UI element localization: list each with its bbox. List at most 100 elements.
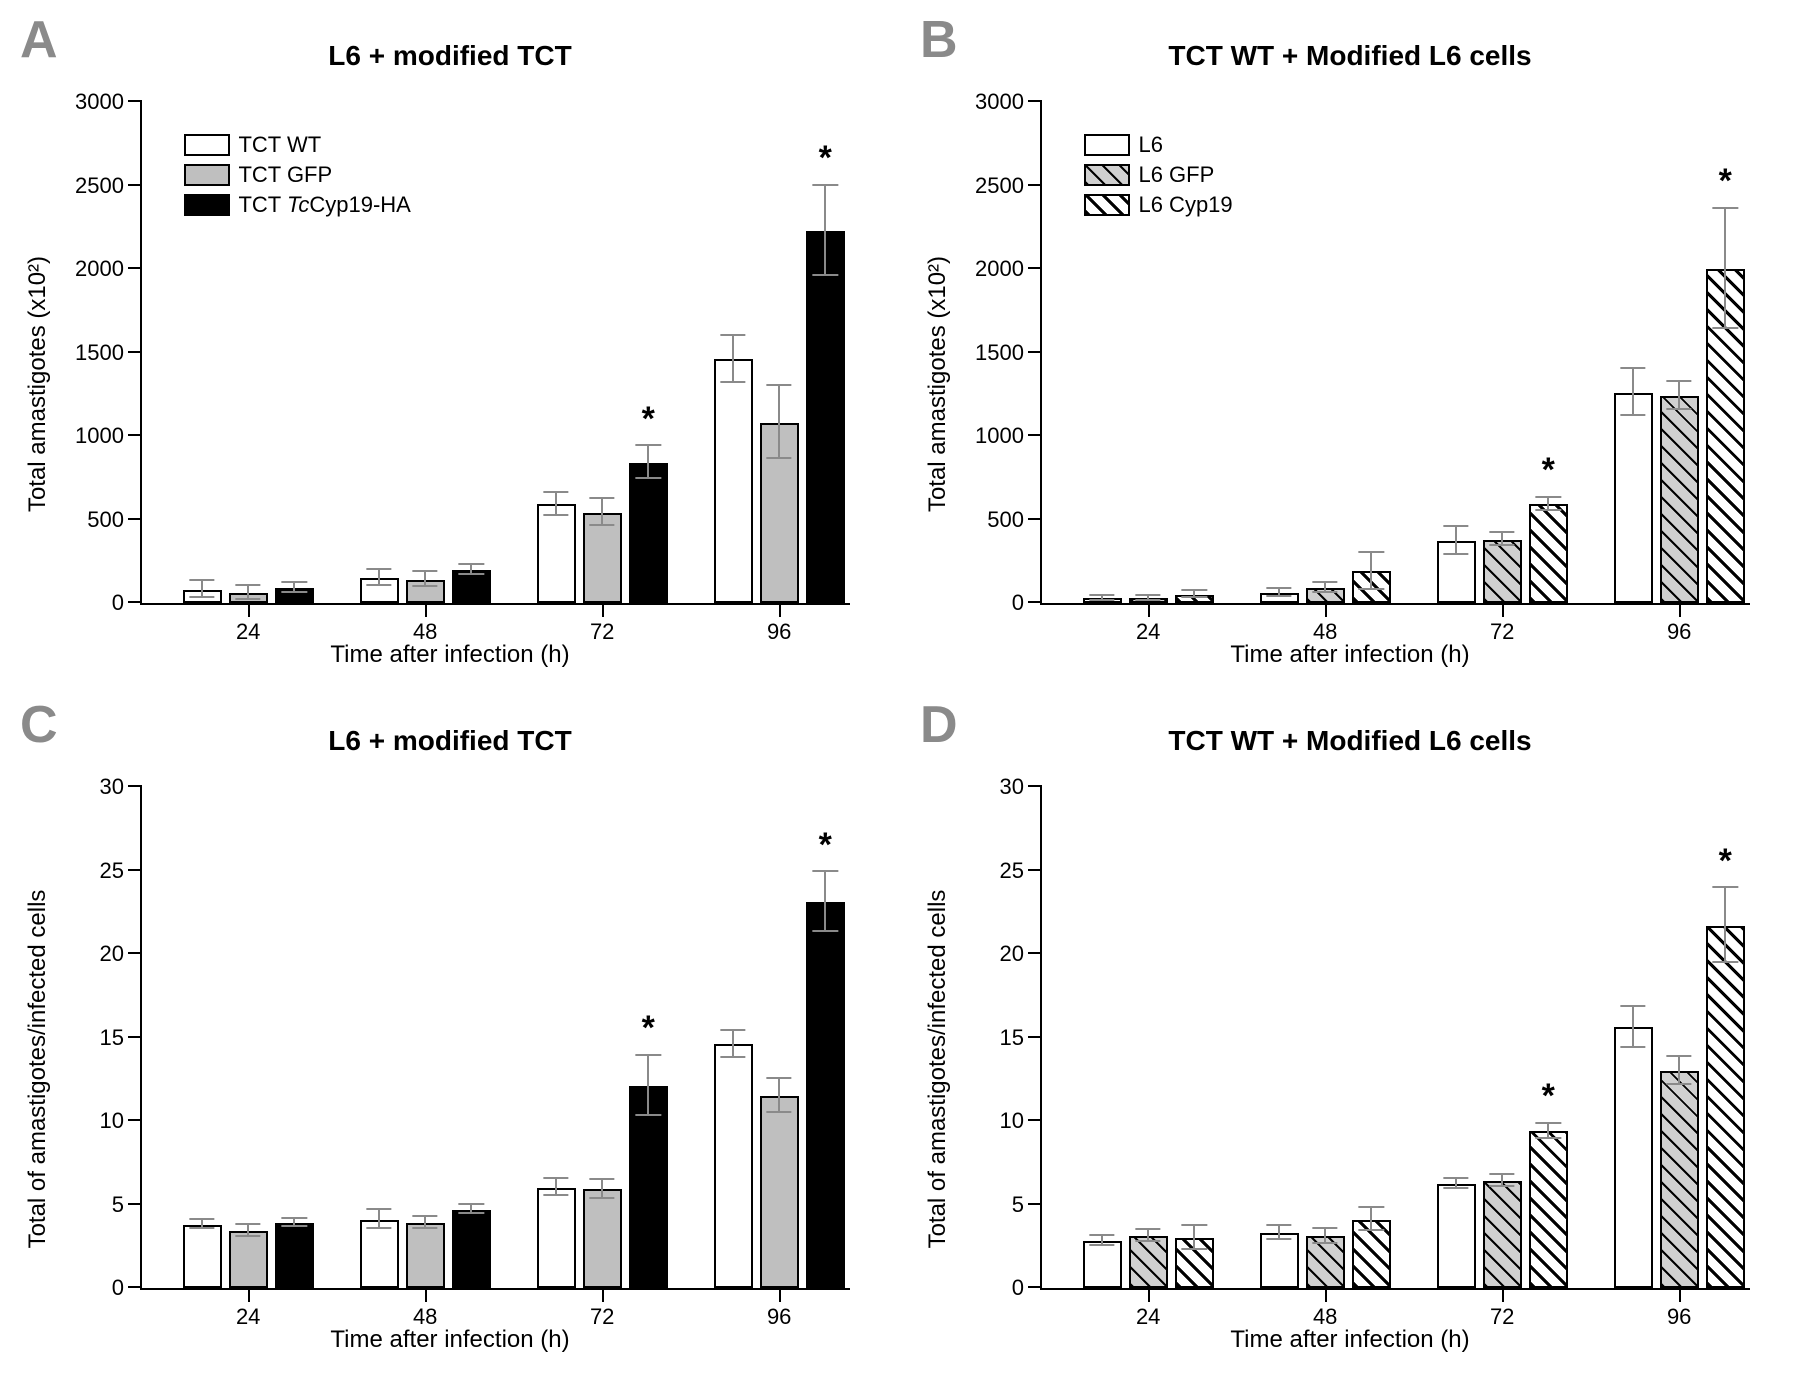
error-cap [767, 457, 792, 459]
y-tick-label: 1500 [75, 340, 142, 366]
error-cap [1267, 1238, 1292, 1240]
bar [583, 513, 622, 603]
bar [360, 1220, 399, 1288]
x-tick-label: 96 [1667, 603, 1691, 645]
bar [1660, 1071, 1699, 1288]
panel-d: DTCT WT + Modified L6 cellsTotal of amas… [930, 725, 1770, 1360]
panel-letter: C [20, 695, 58, 755]
x-axis-label: Time after infection (h) [330, 641, 569, 669]
x-tick-label: 72 [590, 603, 614, 645]
error-cap [190, 1227, 215, 1229]
error-cap [1444, 1177, 1469, 1179]
error-bar [732, 1031, 734, 1058]
error-cap [1621, 367, 1646, 369]
error-bar [1632, 1007, 1634, 1049]
error-cap [1313, 1242, 1338, 1244]
error-cap [1490, 544, 1515, 546]
error-cap [1536, 496, 1561, 498]
error-bar [647, 446, 649, 479]
error-cap [1090, 599, 1115, 601]
legend-label: L6 [1138, 132, 1162, 158]
y-tick-label: 2000 [75, 256, 142, 282]
error-cap [1490, 1173, 1515, 1175]
legend-label: TCT WT [238, 132, 321, 158]
panel-title: TCT WT + Modified L6 cells [930, 725, 1770, 757]
y-tick-label: 5 [112, 1192, 142, 1218]
chart-area: Total of amastigotes/infected cellsTime … [30, 777, 870, 1360]
error-cap [367, 584, 392, 586]
x-tick-label: 72 [1490, 1288, 1514, 1330]
error-cap [1359, 1229, 1384, 1231]
chart-area: Total amastigotes (x10²)Time after infec… [930, 92, 1770, 675]
x-tick-label: 72 [590, 1288, 614, 1330]
error-cap [413, 585, 438, 587]
y-tick-label: 2500 [75, 173, 142, 199]
error-cap [767, 384, 792, 386]
error-cap [413, 1227, 438, 1229]
error-cap [1713, 207, 1738, 209]
error-cap [1182, 589, 1207, 591]
bar [714, 1044, 753, 1288]
error-cap [1359, 1206, 1384, 1208]
error-bar [824, 872, 826, 932]
error-bar [1632, 369, 1634, 416]
error-cap [236, 1235, 261, 1237]
error-cap [1444, 1187, 1469, 1189]
error-bar [1678, 1057, 1680, 1085]
error-cap [544, 514, 569, 516]
error-cap [1667, 1055, 1692, 1057]
error-cap [1536, 509, 1561, 511]
error-cap [367, 568, 392, 570]
panel-title: L6 + modified TCT [30, 40, 870, 72]
y-tick-label: 1500 [975, 340, 1042, 366]
error-cap [1713, 327, 1738, 329]
error-cap [282, 591, 307, 593]
panel-b: BTCT WT + Modified L6 cellsTotal amastig… [930, 40, 1770, 675]
error-bar [1724, 888, 1726, 963]
x-tick-label: 24 [1136, 603, 1160, 645]
error-cap [721, 381, 746, 383]
x-tick-label: 96 [767, 603, 791, 645]
bar [1706, 926, 1745, 1288]
y-tick-label: 0 [1012, 590, 1042, 616]
error-cap [1444, 525, 1469, 527]
legend-item: L6 GFP [1084, 162, 1232, 188]
bar [629, 1086, 668, 1288]
error-cap [544, 1177, 569, 1179]
error-bar [732, 336, 734, 383]
panel-letter: B [920, 10, 958, 70]
x-tick-label: 24 [1136, 1288, 1160, 1330]
error-cap [721, 334, 746, 336]
y-axis-label: Total of amastigotes/infected cells [924, 889, 952, 1248]
error-cap [1182, 1224, 1207, 1226]
error-cap [1667, 1083, 1692, 1085]
error-cap [282, 581, 307, 583]
bar [629, 463, 668, 603]
error-cap [190, 579, 215, 581]
y-tick-label: 20 [100, 941, 142, 967]
error-cap [1182, 596, 1207, 598]
y-tick-label: 2500 [975, 173, 1042, 199]
legend-item: L6 [1084, 132, 1232, 158]
error-cap [1359, 551, 1384, 553]
y-axis-label: Total amastigotes (x10²) [924, 255, 952, 511]
bar [1529, 1131, 1568, 1288]
error-cap [1667, 380, 1692, 382]
error-cap [1136, 594, 1161, 596]
error-bar [601, 499, 603, 526]
error-cap [1090, 1234, 1115, 1236]
error-cap [1267, 587, 1292, 589]
bar [806, 902, 845, 1288]
bar [1529, 504, 1568, 603]
error-cap [590, 1197, 615, 1199]
error-cap [1136, 1228, 1161, 1230]
error-cap [1490, 531, 1515, 533]
x-tick-label: 48 [413, 1288, 437, 1330]
panel-c: CL6 + modified TCTTotal of amastigotes/i… [30, 725, 870, 1360]
error-bar [1370, 1208, 1372, 1231]
y-axis-label: Total of amastigotes/infected cells [24, 889, 52, 1248]
plot-region: 051015202530244872*96* [1040, 787, 1750, 1290]
legend-label: L6 Cyp19 [1138, 192, 1232, 218]
y-tick-label: 0 [112, 590, 142, 616]
error-cap [1136, 1240, 1161, 1242]
